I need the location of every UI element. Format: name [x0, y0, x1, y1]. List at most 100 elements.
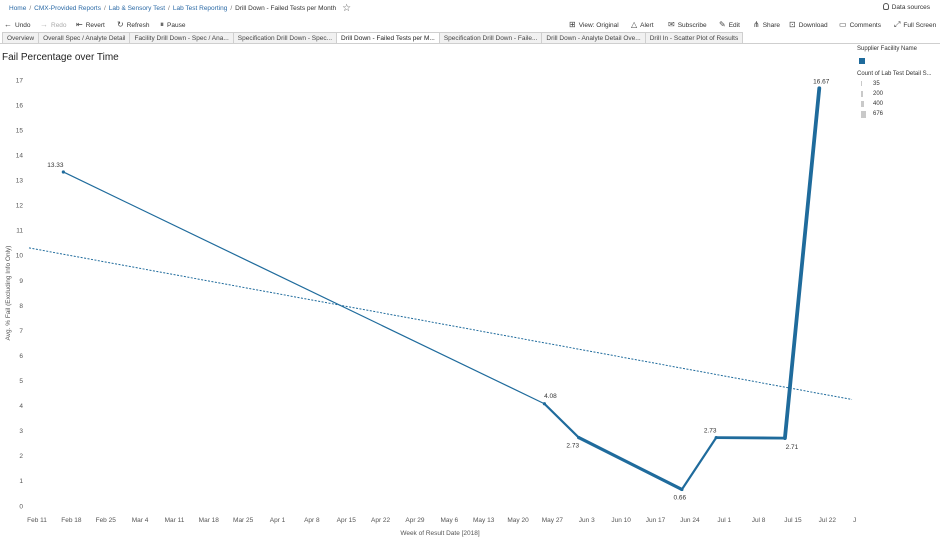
legend-color-swatch[interactable]	[859, 58, 865, 64]
data-point[interactable]	[714, 435, 718, 440]
pause-button[interactable]: ⏸ Pause	[160, 18, 185, 33]
data-point[interactable]	[61, 170, 65, 174]
y-tick-label: 14	[16, 152, 24, 159]
data-point[interactable]	[680, 487, 684, 492]
share-button[interactable]: ⋔ Share	[753, 18, 780, 33]
breadcrumb-lab-test-reporting[interactable]: Lab Test Reporting	[172, 5, 228, 12]
legend-color-title: Supplier Facility Name	[857, 46, 918, 52]
data-label: 13.33	[47, 162, 64, 169]
pause-label: Pause	[167, 22, 186, 29]
x-tick-label: Apr 22	[371, 517, 391, 524]
x-tick-label: May 20	[507, 517, 529, 524]
tab-divider	[0, 43, 940, 44]
data-label: 2.73	[704, 428, 717, 435]
y-tick-label: 13	[16, 178, 24, 185]
database-icon	[882, 3, 889, 10]
y-tick-label: 9	[19, 278, 23, 285]
breadcrumb-home[interactable]: Home	[9, 5, 27, 12]
full-screen-button[interactable]: ⤢ Full Screen	[894, 18, 936, 33]
subscribe-button[interactable]: ✉ Subscribe	[668, 18, 707, 33]
data-sources-label: Data sources	[891, 4, 930, 11]
comments-button[interactable]: ▭ Comments	[839, 18, 881, 33]
redo-label: Redo	[51, 22, 67, 29]
alert-button[interactable]: △ Alert	[631, 18, 654, 33]
edit-button[interactable]: ✎ Edit	[719, 18, 740, 33]
breadcrumb-lab-sensory[interactable]: Lab & Sensory Test	[108, 5, 166, 12]
legend-size-title: Count of Lab Test Detail S...	[857, 71, 932, 77]
series-line-segment[interactable]	[783, 86, 822, 440]
x-tick-label: May 27	[542, 517, 564, 524]
x-tick-label: Feb 18	[61, 517, 82, 524]
x-tick-label: Jul 1	[717, 517, 731, 524]
y-tick-label: 7	[19, 328, 23, 335]
redo-button[interactable]: → Redo	[40, 18, 67, 33]
y-tick-label: 5	[19, 378, 23, 385]
data-label: 16.67	[813, 78, 830, 85]
x-tick-label: Apr 8	[304, 517, 320, 524]
full-screen-label: Full Screen	[903, 22, 937, 29]
envelope-icon: ✉	[668, 20, 675, 29]
x-tick-label: Feb 25	[96, 517, 117, 524]
view-original-button[interactable]: ⊞ View: Original	[569, 18, 619, 33]
x-tick-label: Jun 17	[646, 517, 666, 524]
size-swatch-2	[861, 91, 863, 97]
x-tick-label: Jul 29	[853, 517, 856, 524]
y-axis-title: Avg. % Fail (Excluding Info Only)	[5, 246, 12, 341]
revert-button[interactable]: ⇤ Revert	[76, 18, 105, 33]
y-tick-label: 6	[19, 353, 23, 360]
x-tick-label: Jul 15	[784, 517, 802, 524]
edit-label: Edit	[728, 22, 740, 29]
x-tick-label: Apr 1	[270, 517, 286, 524]
y-tick-label: 2	[19, 453, 23, 460]
x-tick-label: Apr 29	[405, 517, 425, 524]
series-line-segment[interactable]	[714, 436, 787, 440]
data-label: 2.71	[786, 444, 799, 451]
download-label: Download	[798, 22, 828, 29]
y-tick-label: 10	[16, 253, 24, 260]
size-label: 35	[873, 81, 880, 87]
x-axis-title: Week of Result Date [2018]	[400, 530, 480, 537]
favorite-star-icon[interactable]: ☆	[342, 3, 352, 14]
data-sources-button[interactable]: Data sources	[882, 2, 930, 14]
series-line-segment[interactable]	[62, 171, 546, 405]
subscribe-label: Subscribe	[677, 22, 707, 29]
x-tick-label: Jul 22	[819, 517, 837, 524]
y-tick-label: 11	[16, 228, 23, 235]
data-point[interactable]	[542, 402, 547, 406]
breadcrumb-cmx-reports[interactable]: CMX-Provided Reports	[34, 5, 101, 12]
download-button[interactable]: ⊡ Download	[789, 18, 828, 33]
x-axis: Feb 11 Feb 18 Feb 25 Mar 4 Mar 11 Mar 18 Mar 2…	[27, 517, 856, 524]
revert-icon: ⇤	[76, 20, 83, 29]
data-point[interactable]	[817, 86, 821, 90]
x-tick-label: Mar 25	[233, 517, 254, 524]
size-label: 200	[873, 91, 884, 97]
tab-scatter-plot[interactable]: Drill In - Scatter Plot of Results	[644, 32, 744, 44]
series-line-segment[interactable]	[680, 436, 718, 491]
undo-button[interactable]: ← Undo	[4, 18, 31, 33]
size-swatch-1	[861, 81, 862, 86]
series-line-segment[interactable]	[543, 402, 580, 439]
legend-size-item[interactable]: 35	[857, 79, 940, 89]
x-tick-label: May 6	[440, 517, 458, 524]
data-point[interactable]	[783, 436, 787, 440]
data-point[interactable]	[577, 435, 581, 440]
legend-size-item[interactable]: 200	[857, 89, 940, 99]
x-tick-label: Apr 15	[337, 517, 357, 524]
data-label: 2.73	[566, 443, 579, 450]
legend-size-item[interactable]: 676	[857, 109, 940, 119]
y-tick-label: 12	[16, 203, 24, 210]
legend-size-item[interactable]: 400	[857, 99, 940, 109]
refresh-button[interactable]: ↻ Refresh	[117, 18, 149, 33]
x-tick-label: Mar 4	[132, 517, 149, 524]
undo-label: Undo	[15, 22, 31, 29]
trend-line[interactable]	[28, 247, 853, 400]
y-tick-label: 0	[19, 503, 23, 510]
y-tick-label: 16	[16, 102, 24, 109]
sheet-tabs: Overview Overall Spec / Analyte Detail Fac…	[2, 32, 744, 44]
x-tick-label: Mar 18	[199, 517, 220, 524]
series-line-segment[interactable]	[577, 435, 684, 492]
size-swatch-3	[861, 101, 864, 107]
breadcrumb: Home / CMX-Provided Reports / Lab & Sensory …	[9, 3, 352, 14]
